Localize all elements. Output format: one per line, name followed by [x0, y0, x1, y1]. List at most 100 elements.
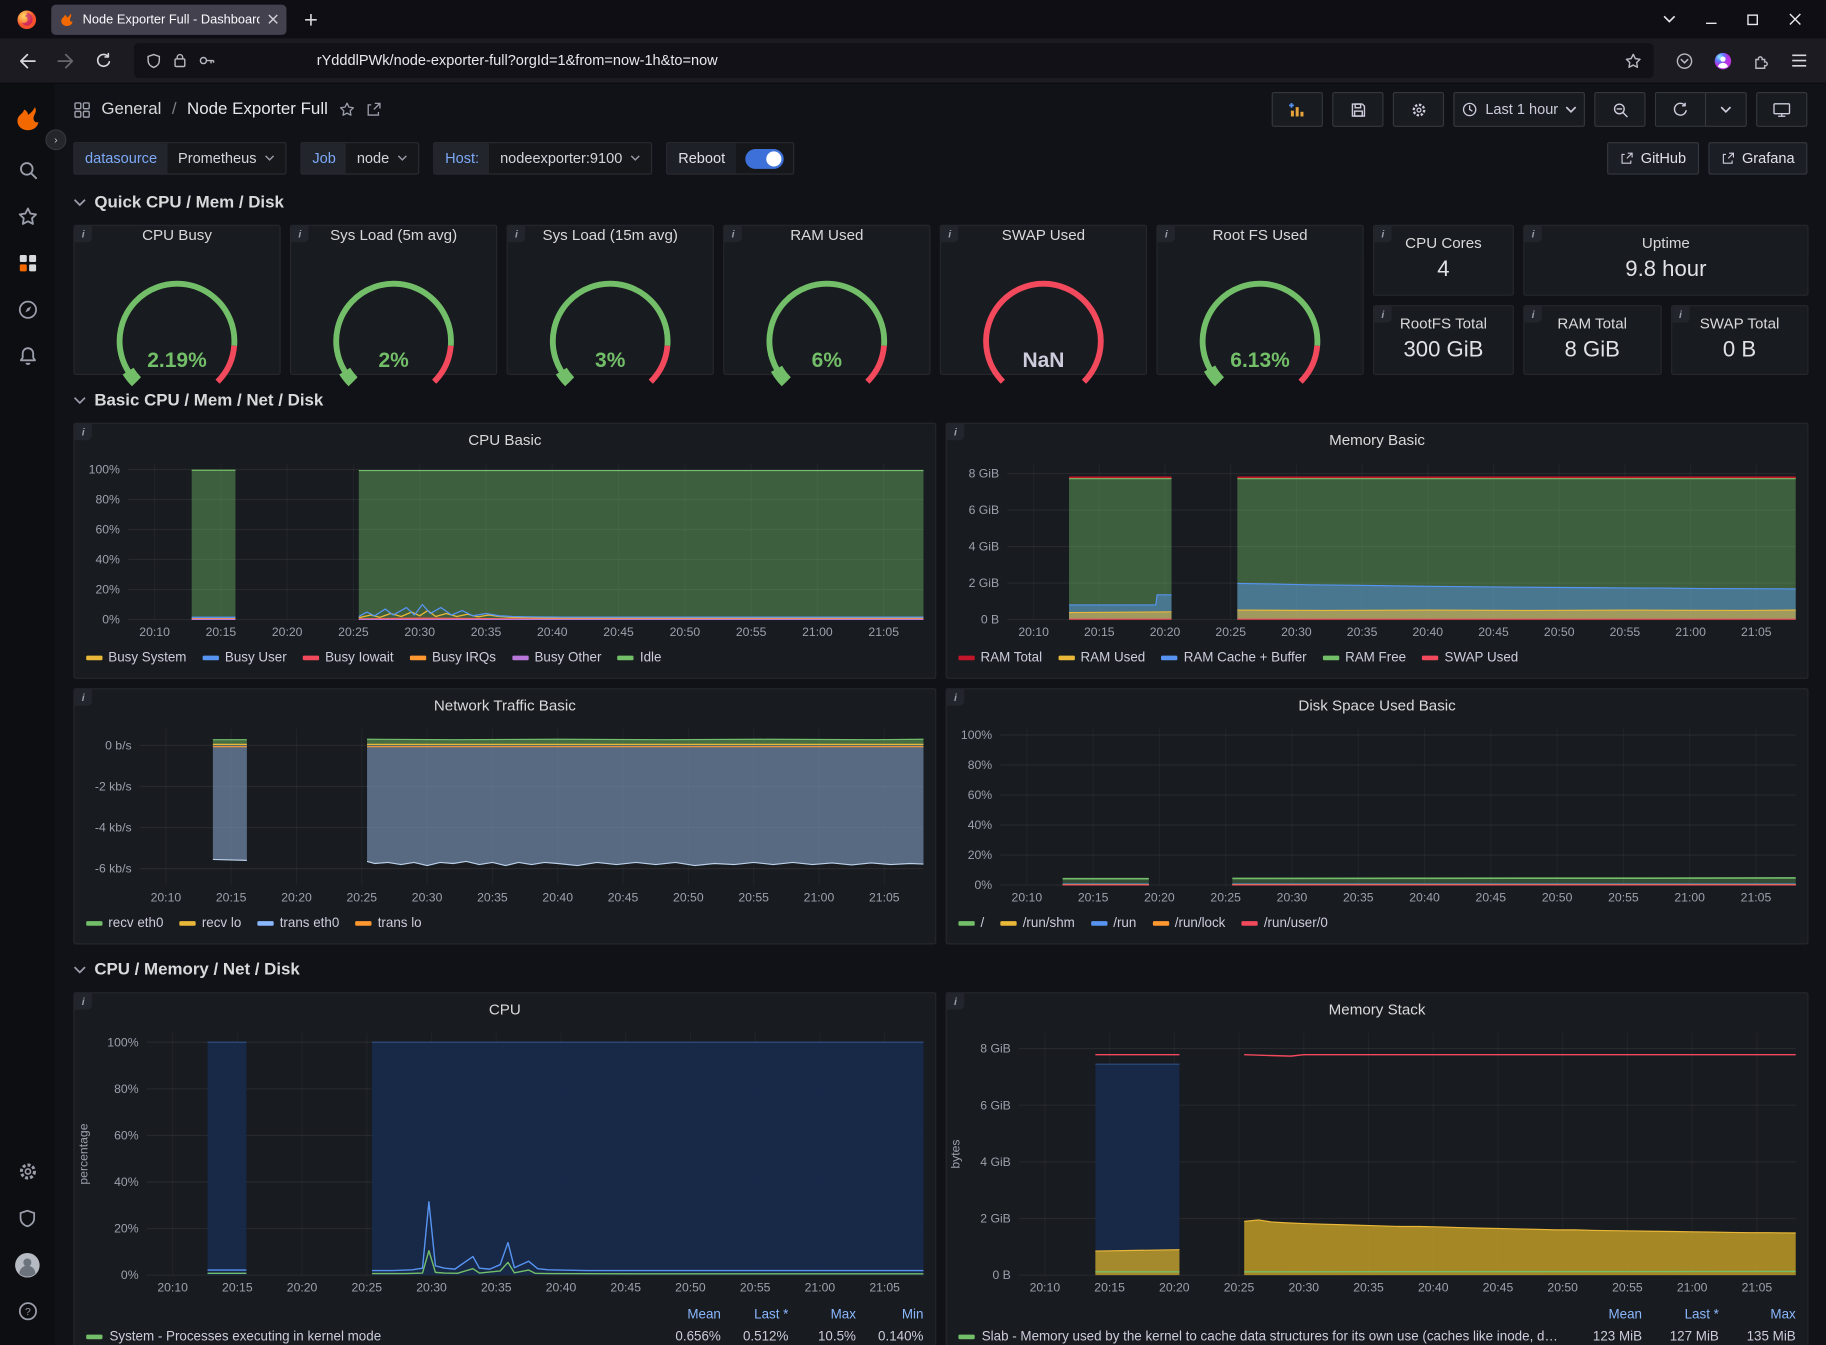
legend-item[interactable]: /run — [1091, 916, 1136, 930]
panel-info-icon[interactable]: i — [1374, 225, 1392, 243]
network-traffic-basic-chart[interactable]: 20:10 20:15 20:20 20:25 20:30 20:35 20:40 20:45… — [75, 720, 936, 909]
time-range-picker[interactable]: Last 1 hour — [1453, 91, 1585, 127]
browser-tab[interactable]: Node Exporter Full - Dashboard — [51, 4, 287, 35]
dashboard-settings-button[interactable] — [1393, 91, 1445, 127]
disk-space-used-basic-chart[interactable]: 20:10 20:15 20:20 20:25 20:30 20:35 20:40 20:45… — [947, 720, 1808, 909]
permissions-lock-icon[interactable] — [172, 52, 187, 68]
key-icon[interactable] — [198, 52, 215, 68]
panel-info-icon[interactable]: i — [507, 225, 526, 243]
panel-info-icon[interactable]: i — [74, 225, 92, 243]
sidebar-starred-icon[interactable] — [8, 197, 48, 237]
var-job-value[interactable]: node — [346, 143, 419, 174]
sidebar-search-icon[interactable] — [8, 150, 48, 190]
section-cpu-memory-net-disk[interactable]: CPU / Memory / Net / Disk — [73, 956, 1808, 984]
panel-title[interactable]: RAM Total — [1557, 313, 1627, 332]
panel-info-icon[interactable]: i — [1524, 225, 1542, 243]
panel-title[interactable]: CPU Basic — [468, 430, 542, 448]
refresh-button[interactable] — [1654, 91, 1705, 127]
legend-item[interactable]: Idle — [617, 651, 661, 665]
panel-info-icon[interactable]: i — [74, 993, 92, 1010]
legend-item[interactable]: /run/shm — [1000, 916, 1075, 930]
pocket-icon[interactable] — [1666, 44, 1701, 77]
panel-title[interactable]: CPU Cores — [1405, 234, 1482, 252]
sidebar-dashboards-icon[interactable] — [8, 243, 48, 283]
close-window-button[interactable] — [1775, 3, 1815, 36]
legend-column-header[interactable]: Min — [901, 1307, 924, 1322]
panel-title[interactable]: Sys Load (5m avg) — [330, 225, 458, 244]
section-basic-cpu-mem-net-disk[interactable]: Basic CPU / Mem / Net / Disk — [73, 387, 1808, 415]
panel-title[interactable]: Root FS Used — [1212, 225, 1308, 244]
section-quick-cpu-mem-disk[interactable]: Quick CPU / Mem / Disk — [73, 189, 1808, 217]
panel-title[interactable]: Memory Stack — [1328, 999, 1426, 1018]
bookmark-star-icon[interactable] — [1625, 52, 1642, 69]
url-bar[interactable]: rYdddlPWk/node-exporter-full?orgId=1&fro… — [133, 43, 1654, 79]
cpu-chart[interactable]: 20:10 20:15 20:20 20:25 20:30 20:35 20:40 20:45… — [75, 1024, 936, 1299]
legend-item[interactable]: Busy Iowait — [302, 651, 394, 665]
panel-title[interactable]: Memory Basic — [1329, 430, 1426, 448]
account-icon[interactable] — [1705, 44, 1740, 77]
panel-title[interactable]: Uptime — [1641, 234, 1690, 252]
legend-item[interactable]: Busy User — [202, 651, 287, 665]
panel-title[interactable]: CPU Busy — [142, 225, 212, 244]
grafana-logo[interactable] — [8, 98, 48, 138]
legend-item[interactable]: trans lo — [355, 916, 422, 930]
legend-item[interactable]: SWAP Used — [1422, 651, 1518, 665]
legend-item[interactable]: RAM Cache + Buffer — [1161, 651, 1307, 665]
legend-item[interactable]: RAM Free — [1322, 651, 1406, 665]
tracking-shield-icon[interactable] — [146, 52, 162, 69]
legend-column-header[interactable]: Max — [1770, 1307, 1796, 1322]
legend-item[interactable]: recv eth0 — [86, 916, 163, 930]
tab-close-icon[interactable] — [268, 14, 278, 24]
list-tabs-icon[interactable] — [1649, 3, 1689, 36]
ram-used-gauge[interactable] — [724, 243, 929, 418]
legend-item[interactable]: /run/user/0 — [1241, 916, 1328, 930]
panel-info-icon[interactable]: i — [1374, 305, 1392, 322]
panel-info-icon[interactable]: i — [74, 423, 92, 441]
var-job[interactable]: Job node — [300, 142, 420, 175]
github-link-button[interactable]: GitHub — [1606, 142, 1699, 175]
legend-column-header[interactable]: Last * — [754, 1307, 789, 1322]
panel-info-icon[interactable]: i — [724, 225, 742, 243]
legend-series-label[interactable]: System - Processes executing in kernel m… — [86, 1325, 653, 1345]
grafana-link-button[interactable]: Grafana — [1708, 142, 1808, 175]
extensions-puzzle-icon[interactable] — [1743, 44, 1778, 77]
url-text[interactable]: rYdddlPWk/node-exporter-full?orgId=1&fro… — [316, 52, 718, 69]
legend-column-header[interactable]: Mean — [1608, 1307, 1643, 1322]
legend-column-header[interactable]: Max — [830, 1307, 856, 1322]
panel-info-icon[interactable]: i — [1157, 225, 1176, 243]
panel-title[interactable]: SWAP Total — [1699, 313, 1780, 332]
legend-item[interactable]: / — [958, 916, 984, 930]
cpu-busy-gauge[interactable] — [75, 243, 280, 418]
sidebar-help-icon[interactable]: ? — [8, 1291, 48, 1331]
panel-title[interactable]: RootFS Total — [1399, 313, 1488, 332]
reload-icon[interactable] — [86, 44, 121, 77]
breadcrumb-section[interactable]: General — [101, 100, 162, 119]
legend-item[interactable]: Busy IRQs — [409, 651, 496, 665]
share-icon[interactable] — [365, 101, 381, 117]
forward-icon[interactable] — [48, 44, 83, 77]
panel-title[interactable]: CPU — [488, 999, 521, 1018]
maximize-button[interactable] — [1733, 3, 1773, 36]
panel-info-icon[interactable]: i — [940, 225, 959, 243]
panel-title[interactable]: Network Traffic Basic — [433, 695, 576, 714]
sidebar-expand-icon[interactable]: › — [45, 129, 67, 151]
panel-info-icon[interactable]: i — [1524, 305, 1542, 322]
panel-title[interactable]: SWAP Used — [1001, 225, 1086, 244]
var-host-value[interactable]: nodeexporter:9100 — [489, 143, 652, 174]
panel-title[interactable]: Disk Space Used Basic — [1298, 695, 1456, 714]
panel-info-icon[interactable]: i — [74, 689, 92, 706]
refresh-interval-caret[interactable] — [1704, 91, 1747, 127]
var-host[interactable]: Host: nodeexporter:9100 — [433, 142, 653, 175]
legend-item[interactable]: trans eth0 — [257, 916, 339, 930]
sidebar-admin-shield-icon[interactable] — [8, 1198, 48, 1238]
cpu-basic-chart[interactable]: 20:10 20:15 20:20 20:25 20:30 20:35 20:40 20:45… — [75, 454, 936, 643]
panel-title[interactable]: Sys Load (15m avg) — [542, 225, 678, 244]
new-tab-button[interactable] — [296, 4, 326, 34]
reboot-toggle[interactable] — [735, 143, 793, 174]
add-panel-button[interactable] — [1272, 91, 1324, 127]
var-datasource[interactable]: datasource Prometheus — [73, 142, 287, 175]
root-fs-used-gauge[interactable] — [1158, 243, 1363, 418]
legend-column-header[interactable]: Mean — [687, 1307, 721, 1322]
legend-item[interactable]: Busy System — [86, 651, 186, 665]
legend-item[interactable]: Busy Other — [512, 651, 601, 665]
